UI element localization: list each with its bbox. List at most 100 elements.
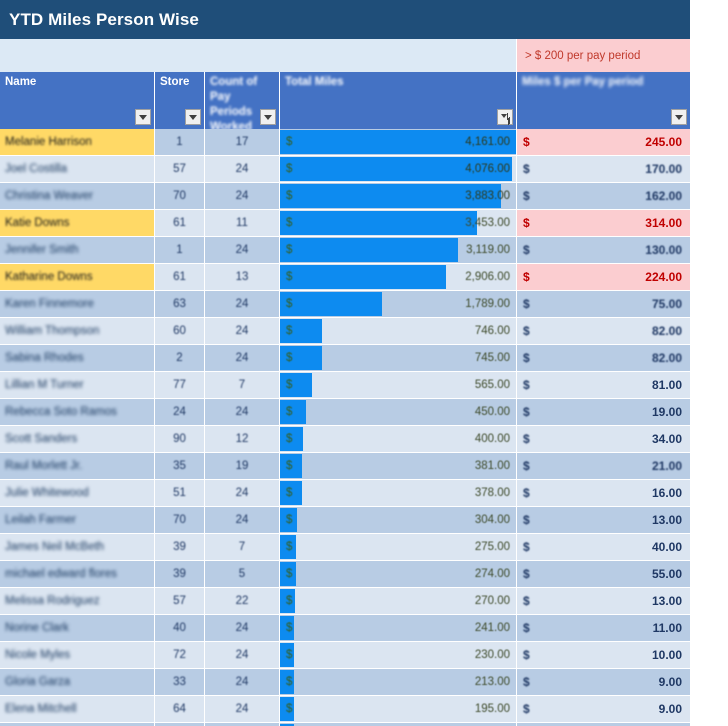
cell-name[interactable]: Rebecca Soto Ramos <box>0 399 155 426</box>
cell-total-miles[interactable]: $450.00 <box>280 399 517 426</box>
cell-total-miles[interactable]: $230.00 <box>280 642 517 669</box>
cell-per-pay-period[interactable]: $16.00 <box>517 480 690 507</box>
cell-total-miles[interactable]: $3,883.00 <box>280 183 517 210</box>
cell-per-pay-period[interactable]: $224.00 <box>517 264 690 291</box>
cell-per-pay-period[interactable]: $81.00 <box>517 372 690 399</box>
table-row[interactable]: Joel Costilla 57 24 $4,076.00 $170.00 <box>0 156 690 183</box>
cell-store[interactable]: 35 <box>155 453 205 480</box>
cell-total-miles[interactable]: $275.00 <box>280 534 517 561</box>
cell-per-pay-period[interactable]: $314.00 <box>517 210 690 237</box>
cell-pay-periods[interactable]: 24 <box>205 237 280 264</box>
cell-store[interactable]: 77 <box>155 372 205 399</box>
cell-total-miles[interactable]: $1,789.00 <box>280 291 517 318</box>
cell-total-miles[interactable]: $745.00 <box>280 345 517 372</box>
table-body[interactable]: Melanie Harrison 1 17 $4,161.00 $245.00 Joel … <box>0 129 690 726</box>
table-row[interactable]: Melissa Rodriguez 57 22 $270.00 $13.00 <box>0 588 690 615</box>
cell-name[interactable]: Leilah Farmer <box>0 507 155 534</box>
cell-store[interactable]: 1 <box>155 129 205 156</box>
table-row[interactable]: Jennifer Smith 1 24 $3,119.00 $130.00 <box>0 237 690 264</box>
cell-name[interactable]: Jennifer Smith <box>0 237 155 264</box>
cell-name[interactable]: Melanie Harrison <box>0 129 155 156</box>
cell-name[interactable]: William Thompson <box>0 318 155 345</box>
cell-pay-periods[interactable]: 13 <box>205 264 280 291</box>
cell-store[interactable]: 63 <box>155 291 205 318</box>
cell-total-miles[interactable]: $270.00 <box>280 588 517 615</box>
cell-pay-periods[interactable]: 24 <box>205 615 280 642</box>
cell-name[interactable]: Julie Whitewood <box>0 480 155 507</box>
cell-pay-periods[interactable]: 17 <box>205 129 280 156</box>
table-row[interactable]: Lillian M Turner 77 7 $565.00 $81.00 <box>0 372 690 399</box>
table-row[interactable]: Caye NMI Crosswhite755$192.00$39.00 <box>0 723 690 726</box>
cell-total-miles[interactable]: $565.00 <box>280 372 517 399</box>
cell-per-pay-period[interactable]: $9.00 <box>517 669 690 696</box>
table-row[interactable]: michael edward flores 39 5 $274.00 $55.00 <box>0 561 690 588</box>
cell-total-miles[interactable]: $746.00 <box>280 318 517 345</box>
table-row[interactable]: Nicole Myles 72 24 $230.00 $10.00 <box>0 642 690 669</box>
cell-per-pay-period[interactable]: $55.00 <box>517 561 690 588</box>
filter-dropdown-icon-name[interactable] <box>135 109 151 125</box>
cell-per-pay-period[interactable]: $39.00 <box>517 723 690 726</box>
cell-total-miles[interactable]: $274.00 <box>280 561 517 588</box>
table-row[interactable]: Gloria Garza 33 24 $213.00 $9.00 <box>0 669 690 696</box>
cell-per-pay-period[interactable]: $10.00 <box>517 642 690 669</box>
cell-store[interactable]: 39 <box>155 561 205 588</box>
cell-pay-periods[interactable]: 24 <box>205 642 280 669</box>
cell-pay-periods[interactable]: 24 <box>205 156 280 183</box>
cell-name[interactable]: Elena Mitchell <box>0 696 155 723</box>
table-row[interactable]: Leilah Farmer 70 24 $304.00 $13.00 <box>0 507 690 534</box>
cell-name[interactable]: Raul Morlett Jr. <box>0 453 155 480</box>
cell-pay-periods[interactable]: 12 <box>205 426 280 453</box>
cell-pay-periods[interactable]: 24 <box>205 507 280 534</box>
cell-pay-periods[interactable]: 5 <box>205 723 280 726</box>
cell-pay-periods[interactable]: 5 <box>205 561 280 588</box>
cell-pay-periods[interactable]: 19 <box>205 453 280 480</box>
cell-total-miles[interactable]: $192.00 <box>280 723 517 726</box>
filter-dropdown-icon-pay-periods[interactable] <box>260 109 276 125</box>
cell-name[interactable]: Norine Clark <box>0 615 155 642</box>
cell-store[interactable]: 57 <box>155 588 205 615</box>
cell-store[interactable]: 2 <box>155 345 205 372</box>
filter-dropdown-icon-per-pay-period[interactable] <box>671 109 687 125</box>
table-row[interactable]: Melanie Harrison 1 17 $4,161.00 $245.00 <box>0 129 690 156</box>
cell-name[interactable]: Nicole Myles <box>0 642 155 669</box>
cell-per-pay-period[interactable]: $162.00 <box>517 183 690 210</box>
cell-name[interactable]: Katharine Downs <box>0 264 155 291</box>
cell-total-miles[interactable]: $195.00 <box>280 696 517 723</box>
table-row[interactable]: James Neil McBeth 39 7 $275.00 $40.00 <box>0 534 690 561</box>
cell-per-pay-period[interactable]: $130.00 <box>517 237 690 264</box>
cell-pay-periods[interactable]: 24 <box>205 345 280 372</box>
table-row[interactable]: Katie Downs 61 11 $3,453.00 $314.00 <box>0 210 690 237</box>
table-row[interactable]: Julie Whitewood 51 24 $378.00 $16.00 <box>0 480 690 507</box>
cell-store[interactable]: 24 <box>155 399 205 426</box>
cell-name[interactable]: Melissa Rodriguez <box>0 588 155 615</box>
cell-store[interactable]: 64 <box>155 696 205 723</box>
cell-per-pay-period[interactable]: $82.00 <box>517 345 690 372</box>
cell-per-pay-period[interactable]: $13.00 <box>517 507 690 534</box>
cell-store[interactable]: 1 <box>155 237 205 264</box>
cell-pay-periods[interactable]: 22 <box>205 588 280 615</box>
table-row[interactable]: Karen Finnemore 63 24 $1,789.00 $75.00 <box>0 291 690 318</box>
cell-total-miles[interactable]: $4,076.00 <box>280 156 517 183</box>
table-row[interactable]: Raul Morlett Jr. 35 19 $381.00 $21.00 <box>0 453 690 480</box>
cell-name[interactable]: Katie Downs <box>0 210 155 237</box>
cell-pay-periods[interactable]: 24 <box>205 291 280 318</box>
cell-name[interactable]: James Neil McBeth <box>0 534 155 561</box>
cell-name[interactable]: Scott Sanders <box>0 426 155 453</box>
cell-per-pay-period[interactable]: $75.00 <box>517 291 690 318</box>
cell-store[interactable]: 70 <box>155 507 205 534</box>
cell-pay-periods[interactable]: 24 <box>205 399 280 426</box>
filter-dropdown-icon-store[interactable] <box>185 109 201 125</box>
cell-name[interactable]: Sabina Rhodes <box>0 345 155 372</box>
cell-name[interactable]: Christina Weaver <box>0 183 155 210</box>
table-row[interactable]: Sabina Rhodes 2 24 $745.00 $82.00 <box>0 345 690 372</box>
cell-total-miles[interactable]: $304.00 <box>280 507 517 534</box>
cell-store[interactable]: 39 <box>155 534 205 561</box>
cell-per-pay-period[interactable]: $170.00 <box>517 156 690 183</box>
cell-pay-periods[interactable]: 7 <box>205 534 280 561</box>
sort-filter-icon-total-miles[interactable] <box>497 109 513 125</box>
cell-total-miles[interactable]: $400.00 <box>280 426 517 453</box>
table-row[interactable]: Norine Clark 40 24 $241.00 $11.00 <box>0 615 690 642</box>
cell-store[interactable]: 70 <box>155 183 205 210</box>
cell-name[interactable]: Gloria Garza <box>0 669 155 696</box>
cell-per-pay-period[interactable]: $40.00 <box>517 534 690 561</box>
